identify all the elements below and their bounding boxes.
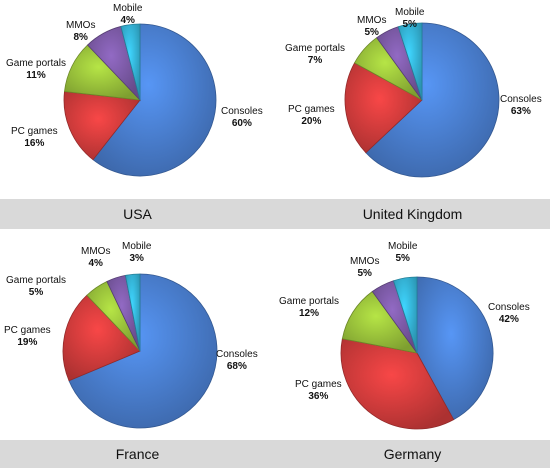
pie-slice-consoles-uk <box>365 22 500 178</box>
pie-panel-usa: Mobile 4% MMOs 8% Game portals 11% PC games… <box>0 0 275 234</box>
pie-chart-france <box>62 273 218 429</box>
label-game-portals-germany: Game portals 12% <box>279 296 340 319</box>
country-label-germany: Germany <box>275 440 550 468</box>
label-pc-games-uk: PC games 20% <box>288 104 335 127</box>
label-mobile-uk: Mobile 5% <box>395 7 425 30</box>
pie-panel-france: Mobile 3% MMOs 4% Game portals 5% PC games 1… <box>0 234 275 468</box>
label-mmos-usa: MMOs 8% <box>66 20 96 43</box>
label-consoles-france: Consoles 68% <box>216 349 258 372</box>
pie-slice-consoles-germany <box>416 276 494 421</box>
label-game-portals-uk: Game portals 7% <box>285 43 346 66</box>
label-pc-games-usa: PC games 16% <box>11 126 58 149</box>
pie-panel-uk: Mobile 5% MMOs 5% Game portals 7% PC games 2… <box>275 0 550 234</box>
label-mobile-france: Mobile 3% <box>122 241 152 264</box>
label-game-portals-france: Game portals 5% <box>6 275 67 298</box>
label-consoles-uk: Consoles 63% <box>500 94 542 117</box>
pie-panel-germany: Mobile 5% MMOs 5% Game portals 12% PC games… <box>275 234 550 468</box>
label-mobile-germany: Mobile 5% <box>388 241 418 264</box>
country-label-usa: USA <box>0 199 275 229</box>
label-mmos-germany: MMOs 5% <box>350 256 380 279</box>
country-label-france: France <box>0 440 275 468</box>
label-consoles-usa: Consoles 60% <box>221 106 263 129</box>
pie-slice-mobile-usa <box>120 23 141 101</box>
label-pc-games-germany: PC games 36% <box>295 379 342 402</box>
label-game-portals-usa: Game portals 11% <box>6 58 67 81</box>
pie-slice-mobile-france <box>124 273 141 352</box>
pie-slice-mobile-germany <box>393 276 418 354</box>
pie-slice-consoles-usa <box>92 23 217 177</box>
pie-chart-uk <box>344 22 500 178</box>
pie-slice-pc-games-germany <box>340 338 455 430</box>
label-consoles-germany: Consoles 42% <box>488 302 530 325</box>
label-pc-games-france: PC games 19% <box>4 325 51 348</box>
pie-chart-usa <box>63 23 217 177</box>
pie-slice-pc-games-france <box>62 294 141 382</box>
label-mmos-uk: MMOs 5% <box>357 15 387 38</box>
country-label-uk: United Kingdom <box>275 199 550 229</box>
pie-chart-germany <box>340 276 494 430</box>
label-mmos-france: MMOs 4% <box>81 246 111 269</box>
pie-slice-mobile-uk <box>397 22 423 101</box>
pie-slice-consoles-france <box>68 273 218 429</box>
label-mobile-usa: Mobile 4% <box>113 3 143 26</box>
pie-slice-pc-games-uk <box>344 62 423 154</box>
pie-slice-pc-games-usa <box>63 91 141 161</box>
